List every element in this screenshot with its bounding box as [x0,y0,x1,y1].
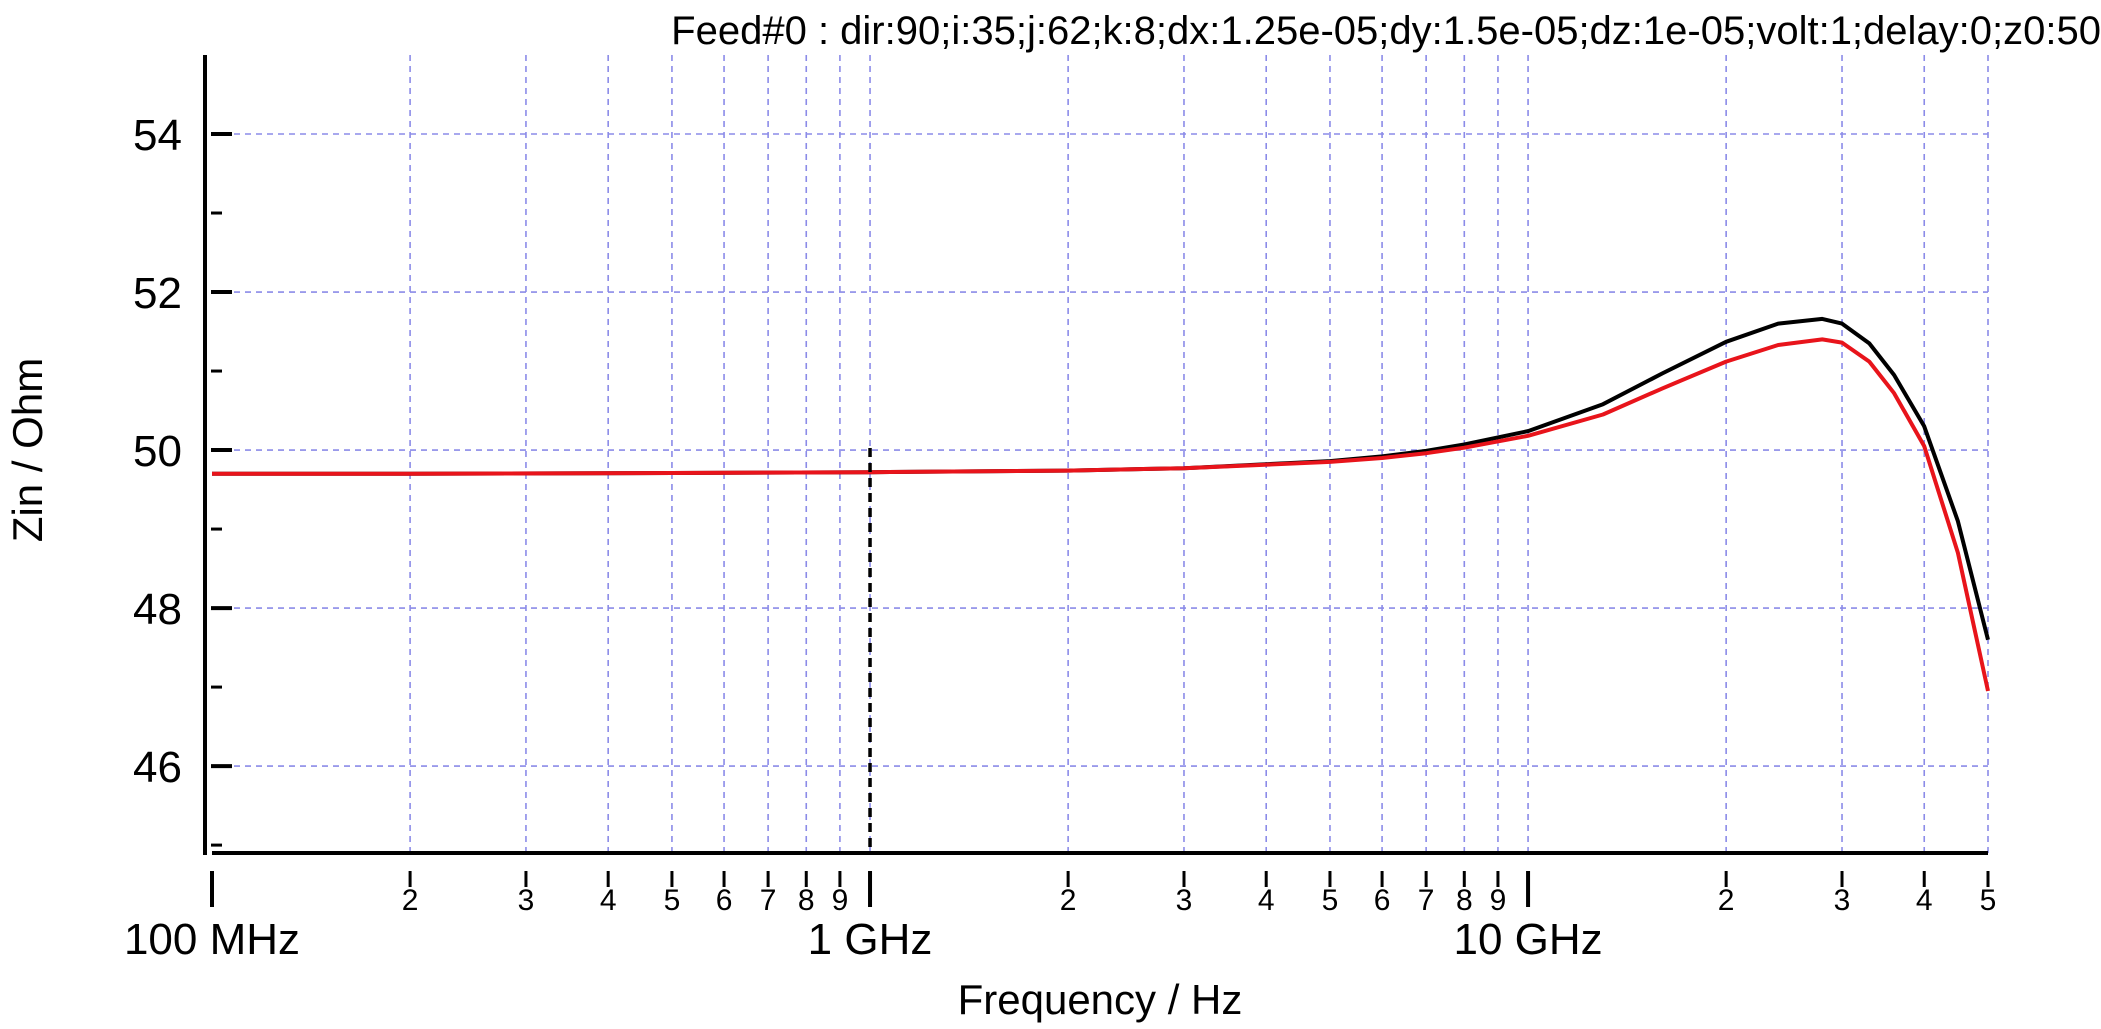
x-major-tick-label: 10 GHz [1453,915,1602,964]
x-minor-tick-label: 3 [1834,884,1851,917]
x-major-tick-label: 100 MHz [124,915,300,964]
x-minor-tick-label: 8 [1456,884,1473,917]
x-minor-tick-label: 4 [1916,884,1933,917]
x-minor-tick-label: 3 [518,884,535,917]
x-minor-tick-label: 4 [1258,884,1275,917]
x-major-tick-label: 1 GHz [808,915,933,964]
y-tick-label: 54 [133,111,182,160]
x-minor-tick-label: 2 [402,884,419,917]
x-minor-tick-label: 5 [1322,884,1339,917]
x-axis-label: Frequency / Hz [958,976,1243,1023]
x-minor-tick-label: 6 [716,884,733,917]
x-minor-tick-label: 3 [1176,884,1193,917]
axes [203,55,1990,907]
y-tick-label: 52 [133,269,182,318]
grid-lines [212,55,1989,853]
y-tick-label: 48 [133,585,182,634]
x-minor-tick-label: 7 [760,884,777,917]
x-minor-tick-label: 9 [832,884,849,917]
series-line-black [212,316,1990,641]
x-minor-tick-label: 5 [1980,884,1997,917]
x-minor-tick-label: 8 [798,884,815,917]
x-minor-tick-label: 2 [1718,884,1735,917]
x-minor-tick-label: 7 [1418,884,1435,917]
y-tick-label: 50 [133,427,182,476]
series-line-red [212,337,1990,692]
x-minor-tick-label: 9 [1490,884,1507,917]
y-tick-label: 46 [133,743,182,792]
y-axis-label: Zin / Ohm [4,358,51,542]
x-minor-tick-label: 4 [600,884,617,917]
chart-title: Feed#0 : dir:90;i:35;j:62;k:8;dx:1.25e-0… [671,9,2101,53]
x-minor-tick-label: 6 [1374,884,1391,917]
series-lines [212,316,1990,692]
x-minor-tick-label: 5 [664,884,681,917]
x-minor-tick-label: 2 [1060,884,1077,917]
